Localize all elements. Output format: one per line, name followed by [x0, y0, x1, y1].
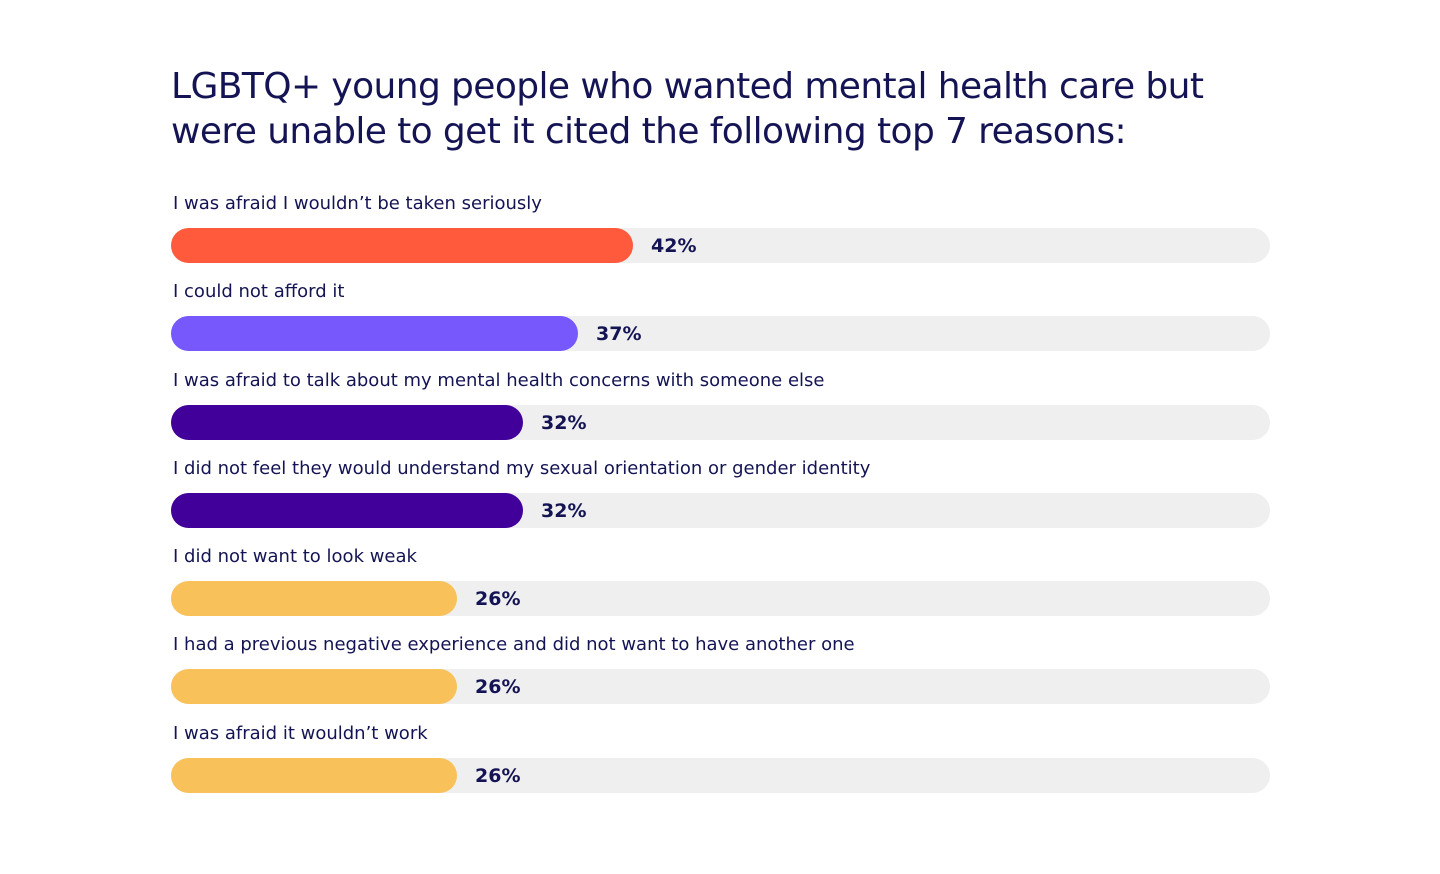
bar-track — [171, 492, 1270, 528]
bar-track — [171, 316, 1270, 352]
bar-row: I did not feel they would understand my … — [171, 455, 1270, 543]
bar-category-label: I was afraid to talk about my mental hea… — [173, 369, 825, 391]
bar — [171, 669, 457, 705]
bar-category-label: I had a previous negative experience and… — [173, 634, 855, 656]
bar — [171, 228, 633, 263]
bar-row: I did not want to look weak 26% — [171, 543, 1270, 631]
bar — [171, 581, 457, 617]
bar — [171, 492, 523, 528]
bar-category-label: I could not afford it — [173, 281, 345, 303]
bar — [171, 757, 457, 793]
bar-value-label: 26% — [475, 588, 521, 611]
bar-category-label: I was afraid I wouldn’t be taken serious… — [173, 193, 542, 214]
bar-track — [171, 228, 1270, 263]
bar-value-label: 26% — [475, 676, 521, 699]
bar-row: I was afraid to talk about my mental hea… — [171, 367, 1270, 455]
bar-value-label: 42% — [651, 235, 697, 257]
bar-row: I was afraid it wouldn’t work 26% — [171, 720, 1270, 808]
bar-value-label: 32% — [541, 499, 587, 522]
chart-title: LGBTQ+ young people who wanted mental he… — [171, 66, 1204, 152]
bar-track — [171, 581, 1270, 617]
bar-track — [171, 404, 1270, 440]
bar-track — [171, 757, 1270, 793]
bar-row: I had a previous negative experience and… — [171, 631, 1270, 719]
bar — [171, 316, 578, 352]
bar-category-label: I did not feel they would understand my … — [173, 457, 871, 479]
bar — [171, 404, 523, 440]
bar-list: I was afraid I wouldn’t be taken serious… — [171, 190, 1270, 808]
bar-row: I could not afford it 37% — [171, 278, 1270, 366]
bar-value-label: 32% — [541, 411, 587, 434]
bar-row: I was afraid I wouldn’t be taken serious… — [171, 190, 1270, 278]
bar-category-label: I did not want to look weak — [173, 546, 417, 568]
bar-value-label: 26% — [475, 764, 521, 787]
bar-value-label: 37% — [596, 323, 642, 346]
bar-category-label: I was afraid it wouldn’t work — [173, 722, 428, 744]
bar-track — [171, 669, 1270, 705]
